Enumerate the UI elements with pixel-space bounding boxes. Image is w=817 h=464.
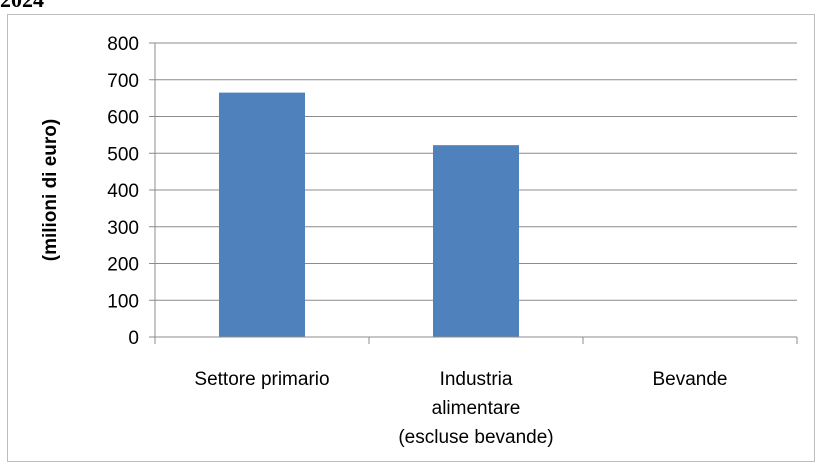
y-tick-label: 200 (107, 255, 139, 276)
x-tick-label: Industria (440, 369, 513, 390)
x-tick-label: Bevande (652, 369, 727, 390)
y-tick-label: 800 (107, 34, 139, 55)
axes (149, 42, 798, 344)
bars (219, 92, 519, 337)
y-tick-labels: 0 100 200 300 400 500 600 700 800 (107, 34, 139, 349)
x-tick-labels: Settore primario Industria alimentare (escl… (194, 369, 727, 448)
y-tick-label: 0 (128, 328, 139, 349)
y-tick-label: 400 (107, 181, 139, 202)
y-axis-label: (milioni di euro) (40, 119, 61, 262)
y-tick-label: 300 (107, 218, 139, 239)
y-tick-label: 100 (107, 291, 139, 312)
x-tick-label: alimentare (432, 398, 521, 419)
chart-frame (7, 14, 815, 462)
y-tick-label: 500 (107, 144, 139, 165)
y-tick-label: 600 (107, 108, 139, 129)
x-tick-label: (escluse bevande) (398, 427, 553, 448)
chart-title: 2024 (0, 0, 44, 11)
x-tick-label: Settore primario (194, 369, 329, 390)
bar (219, 92, 305, 337)
bar (433, 145, 519, 337)
y-tick-label: 700 (107, 71, 139, 92)
